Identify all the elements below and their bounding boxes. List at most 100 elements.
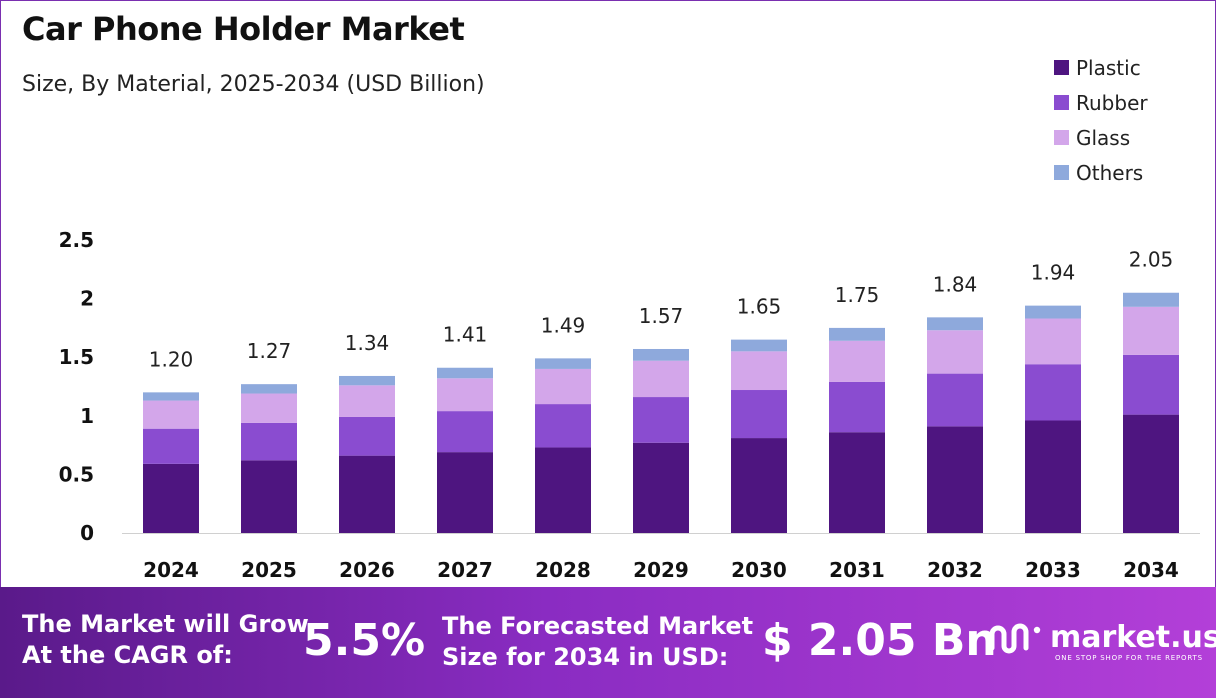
- bar-total-label: 1.34: [345, 331, 390, 355]
- bar-segment-rubber: [731, 390, 787, 439]
- bar-segment-plastic: [535, 447, 591, 533]
- legend: Plastic Rubber Glass Others: [1054, 50, 1148, 190]
- forecast-label-line2: Size for 2034 in USD:: [442, 643, 729, 671]
- bar-segment-others: [143, 392, 199, 401]
- bar-segment-glass: [731, 351, 787, 391]
- bar-segment-plastic: [1025, 420, 1081, 533]
- bar-segment-glass: [535, 368, 591, 405]
- footer-banner: The Market will Grow At the CAGR of: 5.5…: [0, 587, 1216, 698]
- bar-segment-rubber: [241, 422, 297, 461]
- bar-segment-glass: [241, 393, 297, 423]
- cagr-label: The Market will Grow At the CAGR of:: [22, 609, 309, 671]
- bar-total-label: 1.75: [835, 283, 880, 307]
- y-tick-label: 1.5: [59, 345, 94, 369]
- legend-item-plastic: Plastic: [1054, 50, 1148, 85]
- bar-segment-plastic: [1123, 414, 1179, 533]
- forecast-value: $ 2.05 Bn: [762, 615, 997, 666]
- bar-segment-others: [339, 375, 395, 386]
- bar-segment-others: [633, 348, 689, 361]
- bar-segment-rubber: [437, 411, 493, 453]
- legend-swatch-others: [1054, 165, 1069, 180]
- bar-segment-glass: [633, 360, 689, 398]
- bar-segment-rubber: [1123, 354, 1179, 415]
- bar-total-label: 1.41: [443, 323, 488, 347]
- legend-swatch-rubber: [1054, 95, 1069, 110]
- legend-item-glass: Glass: [1054, 120, 1148, 155]
- y-tick-label: 2: [80, 287, 94, 311]
- bar-segment-plastic: [437, 452, 493, 533]
- bar-segment-rubber: [143, 428, 199, 464]
- x-tick-label: 2027: [437, 558, 493, 582]
- bar-segment-plastic: [927, 426, 983, 533]
- bar-segment-plastic: [633, 442, 689, 533]
- bar-segment-others: [1123, 292, 1179, 307]
- bar-segment-glass: [1123, 306, 1179, 355]
- bar-total-label: 2.05: [1129, 248, 1174, 272]
- x-tick-label: 2031: [829, 558, 885, 582]
- x-tick-label: 2034: [1123, 558, 1179, 582]
- bar-segment-glass: [437, 378, 493, 412]
- y-tick-label: 1: [80, 404, 94, 428]
- bar-segment-plastic: [241, 460, 297, 533]
- x-tick-label: 2028: [535, 558, 591, 582]
- bar-segment-glass: [927, 330, 983, 374]
- bar-total-label: 1.94: [1031, 261, 1076, 285]
- bar-segment-others: [535, 358, 591, 369]
- legend-label: Plastic: [1076, 55, 1141, 80]
- bar-total-label: 1.84: [933, 272, 978, 296]
- bar-segment-glass: [1025, 318, 1081, 365]
- cagr-value: 5.5%: [303, 615, 426, 666]
- bar-segment-plastic: [829, 432, 885, 533]
- x-tick-label: 2026: [339, 558, 395, 582]
- bar-segment-rubber: [633, 397, 689, 443]
- legend-label: Others: [1076, 160, 1144, 185]
- bar-segment-others: [1025, 305, 1081, 319]
- x-tick-label: 2024: [143, 558, 199, 582]
- cagr-label-line2: At the CAGR of:: [22, 641, 233, 669]
- x-tick-label: 2025: [241, 558, 297, 582]
- legend-swatch-glass: [1054, 130, 1069, 145]
- forecast-label: The Forecasted Market Size for 2034 in U…: [442, 611, 753, 673]
- bar-segment-plastic: [339, 455, 395, 533]
- x-tick-label: 2032: [927, 558, 983, 582]
- legend-label: Rubber: [1076, 90, 1148, 115]
- chart-title: Car Phone Holder Market: [22, 10, 465, 48]
- bar-segment-others: [731, 339, 787, 352]
- brand-name: market.us: [1050, 620, 1216, 655]
- bar-segment-plastic: [143, 463, 199, 533]
- bar-segment-others: [927, 317, 983, 331]
- y-tick-label: 0: [80, 521, 94, 545]
- market-us-logo-icon: [989, 623, 1041, 654]
- bar-total-label: 1.27: [247, 339, 292, 363]
- bar-chart: 0 0.5 1 1.5 2 2.5 1.20 2024 1.27 2025 1.34 2026 1.41…: [59, 228, 1200, 582]
- bar-total-label: 1.65: [737, 295, 782, 319]
- legend-label: Glass: [1076, 125, 1131, 150]
- cagr-label-line1: The Market will Grow: [22, 610, 309, 638]
- bar-segment-others: [437, 367, 493, 379]
- bar-segment-glass: [829, 340, 885, 382]
- x-tick-label: 2029: [633, 558, 689, 582]
- bar-segment-glass: [143, 400, 199, 429]
- forecast-label-line1: The Forecasted Market: [442, 612, 754, 640]
- y-tick-label: 2.5: [59, 228, 94, 252]
- bar-segment-glass: [339, 385, 395, 417]
- bar-segment-rubber: [1025, 364, 1081, 421]
- brand-tagline: ONE STOP SHOP FOR THE REPORTS: [1055, 654, 1203, 662]
- legend-item-rubber: Rubber: [1054, 85, 1148, 120]
- bar-segment-rubber: [829, 381, 885, 433]
- legend-item-others: Others: [1054, 155, 1148, 190]
- chart-subtitle: Size, By Material, 2025-2034 (USD Billio…: [22, 72, 485, 97]
- bar-total-label: 1.20: [149, 347, 194, 371]
- bar-segment-rubber: [339, 416, 395, 456]
- bar-segment-others: [829, 327, 885, 341]
- brand-logo: market.us: [988, 620, 1216, 656]
- bar-segment-rubber: [535, 404, 591, 448]
- legend-swatch-plastic: [1054, 60, 1069, 75]
- bar-segment-rubber: [927, 373, 983, 427]
- bar-segment-others: [241, 384, 297, 394]
- x-tick-label: 2030: [731, 558, 787, 582]
- bar-total-label: 1.49: [541, 313, 586, 337]
- y-tick-label: 0.5: [59, 462, 94, 486]
- x-tick-label: 2033: [1025, 558, 1081, 582]
- bar-segment-plastic: [731, 438, 787, 533]
